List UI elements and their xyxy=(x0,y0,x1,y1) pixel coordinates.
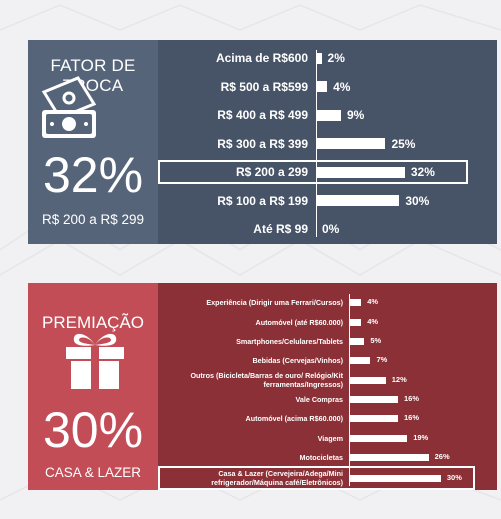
exchange-factor-value-label: 25% xyxy=(391,136,416,151)
prize-value-label: 19% xyxy=(413,433,429,442)
exchange-factor-value-label: 9% xyxy=(347,108,365,122)
prize-category-label: Experiência (Dirigir uma Ferrari/Cursos) xyxy=(206,297,343,307)
exchange-factor-category-label: R$ 300 a R$ 399 xyxy=(217,136,308,151)
exchange-factor-value-label: 0% xyxy=(322,222,340,236)
prize-category-label: Outros (Bicicleta/Barras de ouro/ Relógi… xyxy=(190,371,343,389)
prize-value-label: 16% xyxy=(404,394,420,403)
exchange-factor-bar xyxy=(316,52,322,64)
exchange-factor-category-label: R$ 100 a R$ 199 xyxy=(217,193,308,208)
prize-category-label: Automóvel (até R$60.000) xyxy=(255,317,343,327)
prize-category-label: Motocicletas xyxy=(299,452,343,462)
exchange-factor-value-label: 32% xyxy=(410,165,435,179)
prize-value-label: 7% xyxy=(376,355,388,364)
prize-bar xyxy=(349,356,371,364)
prize-bar xyxy=(349,376,386,384)
exchange-factor-sidebar: FATOR DE TROCA 32% R$ 200 a R$ 299 xyxy=(28,40,158,244)
exchange-factor-category-label: R$ 400 a R$ 499 xyxy=(217,108,308,122)
exchange-factor-highlight-value: 32% xyxy=(42,147,144,203)
prize-highlight-label: CASA & LAZER xyxy=(44,465,142,480)
exchange-factor-value-label: 4% xyxy=(333,79,351,94)
prize-value-label: 16% xyxy=(404,413,420,422)
exchange-factor-bar xyxy=(316,81,328,92)
prize-axis xyxy=(349,294,350,486)
exchange-factor-value-label: 30% xyxy=(405,193,430,208)
prize-value-label: 4% xyxy=(367,317,379,326)
prize-bar xyxy=(349,414,398,422)
prize-category-label: Automóvel (acima R$60.000) xyxy=(245,413,343,423)
prize-category-label: Smartphones/Celulares/Tablets xyxy=(236,336,343,346)
prize-highlight-box xyxy=(158,466,475,490)
prize-bar xyxy=(349,318,362,326)
prize-bar xyxy=(349,453,429,461)
exchange-factor-bar xyxy=(316,166,405,178)
prize-bar xyxy=(349,298,362,306)
prize-value-label: 26% xyxy=(434,452,450,461)
exchange-factor-bar xyxy=(316,109,341,121)
exchange-factor-bar xyxy=(316,138,386,149)
exchange-factor-highlight-label: R$ 200 a R$ 299 xyxy=(41,212,145,227)
prize-bar xyxy=(349,474,441,482)
prize-highlight-value: 30% xyxy=(42,402,144,458)
prize-value-label: 12% xyxy=(391,375,407,384)
prize-value-label: 4% xyxy=(367,297,379,306)
exchange-factor-highlight-box xyxy=(158,160,468,184)
exchange-factor-value-label: 2% xyxy=(327,51,345,65)
prize-bar xyxy=(349,434,408,442)
prize-category-label: Bebidas (Cervejas/Vinhos) xyxy=(252,355,343,365)
prize-bar xyxy=(349,395,398,403)
exchange-factor-category-label: Acima de R$600 xyxy=(215,51,308,65)
money-icon xyxy=(41,76,97,138)
prize-value-label: 30% xyxy=(446,473,462,482)
prize-category-label: Casa & Lazer (Cervejeira/Adega/Mini refr… xyxy=(211,469,343,487)
prize-bar xyxy=(349,337,365,345)
exchange-factor-category-label: R$ 500 a R$599 xyxy=(220,79,308,94)
gift-icon xyxy=(66,333,124,389)
exchange-factor-category-label: R$ 200 a 299 xyxy=(235,165,308,179)
exchange-factor-bar xyxy=(316,195,400,206)
exchange-factor-category-label: Até R$ 99 xyxy=(253,222,308,236)
prize-category-label: Viagem xyxy=(317,433,343,443)
prize-title: PREMIAÇÃO xyxy=(41,313,145,332)
prize-value-label: 5% xyxy=(370,336,382,345)
prize-category-label: Vale Compras xyxy=(295,394,343,404)
